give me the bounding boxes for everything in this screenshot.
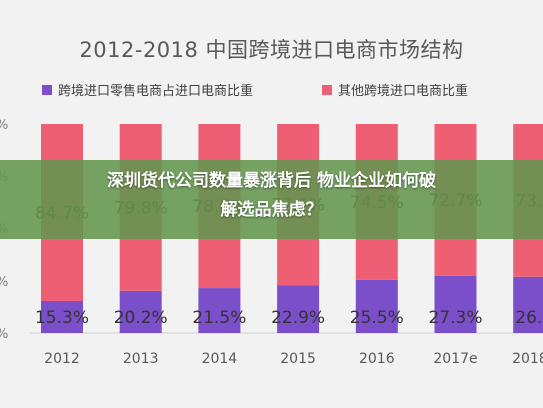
bar-retail-2013 [119,290,162,333]
y-tick-label: % [0,118,8,133]
data-label-retail-2018e: 26.9 [515,308,543,328]
x-tick-label-2012: 2012 [44,351,80,367]
x-tick-label-2016: 2016 [359,351,395,367]
x-tick-label-2014: 2014 [202,351,238,367]
legend-item-retail: 跨境进口零售电商占进口电商比重 [42,80,253,99]
legend-swatch-retail [42,84,52,95]
x-tick-label-2018e: 2018e [512,351,543,367]
data-label-retail-2017e: 27.3% [428,308,482,328]
bar-retail-2016 [355,279,398,333]
legend-label-other: 其他跨境进口电商比重 [338,84,469,99]
bar-retail-2014 [198,288,241,333]
data-label-retail-2012: 15.3% [35,308,89,328]
data-label-retail-2014: 21.5% [192,308,246,328]
data-label-retail-2013: 20.2% [114,308,168,328]
x-tick-label-2013: 2013 [123,351,159,367]
overlay-line-2: 解选品焦虑？ [220,200,323,220]
legend-item-other: 其他跨境进口电商比重 [322,80,468,99]
overlay-line-1: 深圳货代公司数量暴涨背后 物业企业如何破 [107,171,436,191]
overlay-banner [0,160,543,239]
bar-retail-2015 [277,285,320,333]
legend-swatch-other [322,84,332,95]
legend-label-retail: 跨境进口零售电商占进口电商比重 [58,84,254,99]
bar-retail-2012 [41,301,83,333]
y-tick-label: % [0,275,8,290]
data-label-retail-2016: 25.5% [350,308,404,328]
x-tick-label-2017e: 2017e [433,351,477,367]
bar-retail-2017e [434,275,477,333]
y-tick-label: % [0,327,8,342]
bar-retail-2018e [513,276,543,333]
chart-title: 2012-2018 中国跨境进口电商市场结构 [79,38,464,62]
x-tick-label-2015: 2015 [280,351,316,367]
overlay-headline[interactable]: 深圳货代公司数量暴涨背后 物业企业如何破 解选品焦虑？ [0,167,543,225]
data-label-retail-2015: 22.9% [271,308,325,328]
